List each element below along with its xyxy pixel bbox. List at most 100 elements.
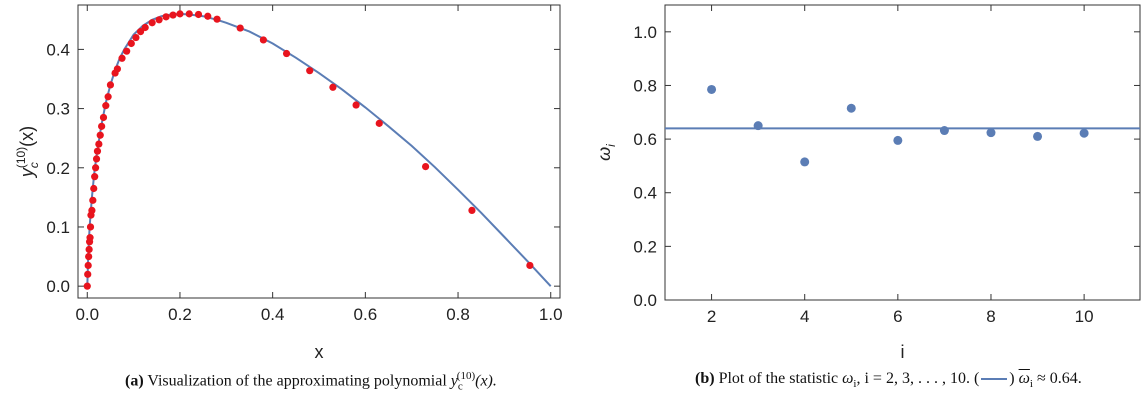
data-point-a <box>86 234 94 242</box>
data-point-b <box>753 121 763 131</box>
caption-b-sym: ω <box>842 370 854 387</box>
caption-a-text: Visualization of the approximating polyn… <box>147 372 447 390</box>
data-point-a <box>86 223 95 231</box>
data-point-b <box>846 103 856 113</box>
chart-statistic: 2 4 6 8 10 0.0 0.2 0.4 0.6 0.8 1.0 i ωi <box>594 4 1141 362</box>
y-tick-label-a: 0.4 <box>46 40 70 59</box>
x-tick-label-b: 6 <box>893 307 902 326</box>
caption-b: (b) Plot of the statistic ωi, i = 2, 3, … <box>695 370 1082 390</box>
data-point-a <box>93 147 102 155</box>
x-tick-label-a: 0.4 <box>261 305 285 324</box>
caption-b-label: (b) <box>695 370 715 387</box>
data-point-a <box>162 13 170 21</box>
x-axis-label-b: i <box>901 342 905 362</box>
data-point-a <box>95 140 103 148</box>
data-point-a <box>136 28 145 36</box>
data-point-a <box>106 81 115 89</box>
y-axis-label-b: ωi <box>594 144 618 161</box>
data-point-a <box>88 206 96 214</box>
data-point-a <box>84 261 92 270</box>
x-tick-label-a: 1.0 <box>539 305 563 324</box>
data-point-a <box>113 65 121 73</box>
data-point-a <box>282 49 291 58</box>
caption-a-sym-base: y <box>450 372 458 390</box>
caption-b-mean-sym: ω <box>1018 370 1030 387</box>
data-point-a <box>194 10 203 19</box>
data-point-a <box>213 15 221 23</box>
x-tick-label-a: 0.8 <box>446 305 470 324</box>
x-axis-label-a: x <box>315 342 324 362</box>
data-point-a <box>329 83 337 91</box>
data-point-a <box>85 245 93 254</box>
caption-a-sym-tail: (x). <box>475 372 497 390</box>
x-tick-label-a: 0.2 <box>168 305 192 324</box>
data-point-a <box>155 16 163 24</box>
data-point-b <box>986 128 996 138</box>
data-point-b <box>1033 131 1043 141</box>
data-point-a <box>352 101 360 109</box>
data-point-a <box>169 11 177 19</box>
data-point-a <box>84 270 92 278</box>
data-point-a <box>204 12 212 20</box>
chart-polynomial: 0.0 0.2 0.4 0.6 0.8 1.0 0.0 0.1 0.2 0.3 0.4 x yc(10)… <box>14 4 563 362</box>
y-tick-label-b: 0.6 <box>633 130 657 149</box>
data-point-a <box>92 164 100 172</box>
y-tick-label-a: 0.2 <box>46 159 70 178</box>
y-tick-label-b: 0.4 <box>633 184 657 203</box>
data-point-b <box>893 135 903 145</box>
data-point-a <box>90 184 98 193</box>
caption-a-label: (a) <box>125 372 144 390</box>
data-point-a <box>91 173 99 181</box>
data-point-a <box>98 122 106 130</box>
caption-b-mean-sub: i <box>1029 378 1033 391</box>
data-point-a <box>526 261 534 270</box>
caption-a-sym-sub: c <box>457 380 463 393</box>
data-point-a <box>127 39 135 48</box>
data-point-a <box>236 24 244 32</box>
caption-b-approx: ≈ 0.64. <box>1036 370 1082 387</box>
plot-frame-a <box>77 4 561 299</box>
y-tick-label-a: 0.1 <box>46 218 70 237</box>
x-tick-label-b: 4 <box>800 307 809 326</box>
data-point-a <box>85 252 93 261</box>
x-tick-label-b: 8 <box>986 307 995 326</box>
data-point-a <box>306 67 314 75</box>
data-point-a <box>421 162 430 171</box>
data-point-a <box>468 206 476 214</box>
caption-a: (a) Visualization of the approximating p… <box>125 370 497 393</box>
data-point-a <box>259 36 267 44</box>
data-point-b <box>1079 128 1089 138</box>
y-axis-label-a: yc(10)(x) <box>14 126 41 179</box>
data-point-b <box>939 126 949 136</box>
data-point-a <box>104 93 112 101</box>
y-tick-label-b: 0.0 <box>633 291 657 310</box>
data-point-a <box>148 19 156 27</box>
data-point-a <box>92 155 101 163</box>
data-point-a <box>141 23 149 32</box>
x-tick-label-a: 0.6 <box>354 305 378 324</box>
x-tick-label-a: 0.0 <box>75 305 99 324</box>
x-tick-label-b: 10 <box>1075 307 1094 326</box>
data-point-b <box>707 84 717 94</box>
y-tick-label-b: 0.2 <box>633 237 657 256</box>
plot-frame-b <box>664 4 1141 301</box>
data-point-a <box>102 102 110 110</box>
data-point-b <box>800 157 810 167</box>
data-point-a <box>176 10 184 18</box>
data-point-a <box>375 119 383 127</box>
data-point-a <box>99 113 108 122</box>
data-point-a <box>89 196 97 204</box>
x-tick-label-b: 2 <box>707 307 716 326</box>
caption-a-sym-sup: (10) <box>456 370 476 382</box>
caption-b-text: Plot of the statistic <box>718 370 839 387</box>
data-point-a <box>118 54 126 62</box>
caption-b-legend-line <box>981 378 1008 381</box>
data-point-a <box>123 47 131 55</box>
data-point-a <box>185 10 193 18</box>
y-tick-label-a: 0.0 <box>46 277 70 296</box>
data-point-a <box>132 33 140 42</box>
y-tick-label-a: 0.3 <box>46 100 70 119</box>
caption-b-range: , i = 2, 3, . . . , 10. ( <box>856 370 980 387</box>
polynomial-curve <box>86 12 552 287</box>
data-point-a <box>96 131 104 139</box>
